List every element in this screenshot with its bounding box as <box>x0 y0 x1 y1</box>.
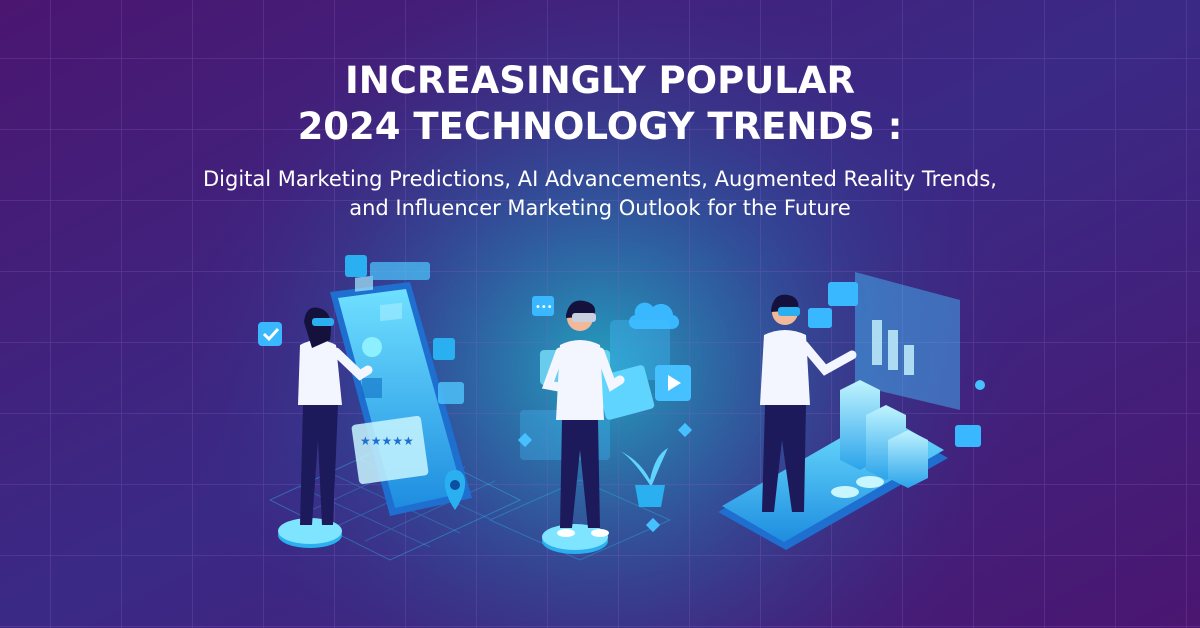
middle-illustration-part <box>668 375 681 391</box>
middle-illustration-part <box>542 524 608 550</box>
middle-illustration-part <box>556 340 604 420</box>
chat-dots: ••• <box>535 302 553 313</box>
middle-illustration: ••• <box>488 296 693 561</box>
left-illustration-part <box>345 255 367 277</box>
middle-illustration-part <box>557 529 575 537</box>
title-line: INCREASINGLY POPULAR <box>345 59 855 102</box>
right-illustration-part <box>856 476 884 488</box>
middle-illustration-part <box>628 302 680 330</box>
middle-illustration-part <box>591 529 609 537</box>
left-illustration-part <box>438 382 464 404</box>
middle-illustration-part <box>517 432 533 448</box>
middle-illustration-part <box>677 422 693 438</box>
left-illustration-part <box>262 327 280 342</box>
middle-illustration-part <box>610 320 670 380</box>
middle-illustration-part <box>595 347 625 392</box>
subtitle-line: and Influencer Marketing Outlook for the… <box>349 196 851 220</box>
right-illustration-part <box>975 380 985 390</box>
subtitle-line: Digital Marketing Predictions, AI Advanc… <box>203 167 997 191</box>
right-illustration-part <box>888 430 928 488</box>
left-illustration-part <box>300 405 338 525</box>
right-illustration-part <box>760 330 810 405</box>
right-illustration-part <box>808 308 832 328</box>
middle-illustration-part <box>645 517 661 533</box>
right-illustration-part <box>872 320 882 365</box>
left-illustration-part <box>258 322 282 346</box>
right-illustration-part <box>888 330 898 370</box>
right-illustration-part <box>855 272 960 410</box>
middle-illustration-part <box>618 448 668 485</box>
left-illustration-part <box>362 337 382 357</box>
left-illustration-part <box>433 338 455 360</box>
right-illustration-part <box>799 340 857 376</box>
middle-illustration-part <box>572 313 596 322</box>
left-illustration-part <box>331 347 373 381</box>
left-illustration-part <box>312 318 334 326</box>
left-illustration: ★★★★★ <box>258 255 522 561</box>
left-illustration-part <box>380 302 402 322</box>
right-illustration-part <box>904 345 914 375</box>
middle-illustration-part <box>560 420 600 528</box>
left-illustration-part <box>304 307 331 348</box>
left-illustration-part <box>351 415 429 485</box>
rating-stars: ★★★★★ <box>360 434 414 448</box>
right-illustration <box>718 272 985 550</box>
right-illustration-part <box>828 282 858 306</box>
left-illustration-part <box>362 378 382 398</box>
right-illustration-part <box>778 307 800 316</box>
left-illustration-part <box>450 480 460 490</box>
middle-illustration-part <box>635 485 665 507</box>
right-illustration-part <box>955 425 981 447</box>
middle-illustration-part <box>532 296 554 316</box>
right-illustration-part <box>831 486 859 498</box>
left-illustration-part <box>370 262 430 280</box>
left-illustration-part <box>298 340 342 405</box>
middle-illustration-part <box>541 347 580 395</box>
title-line: 2024 TECHNOLOGY TRENDS : <box>298 105 903 148</box>
right-illustration-part <box>762 405 806 512</box>
left-illustration-part <box>355 275 373 292</box>
